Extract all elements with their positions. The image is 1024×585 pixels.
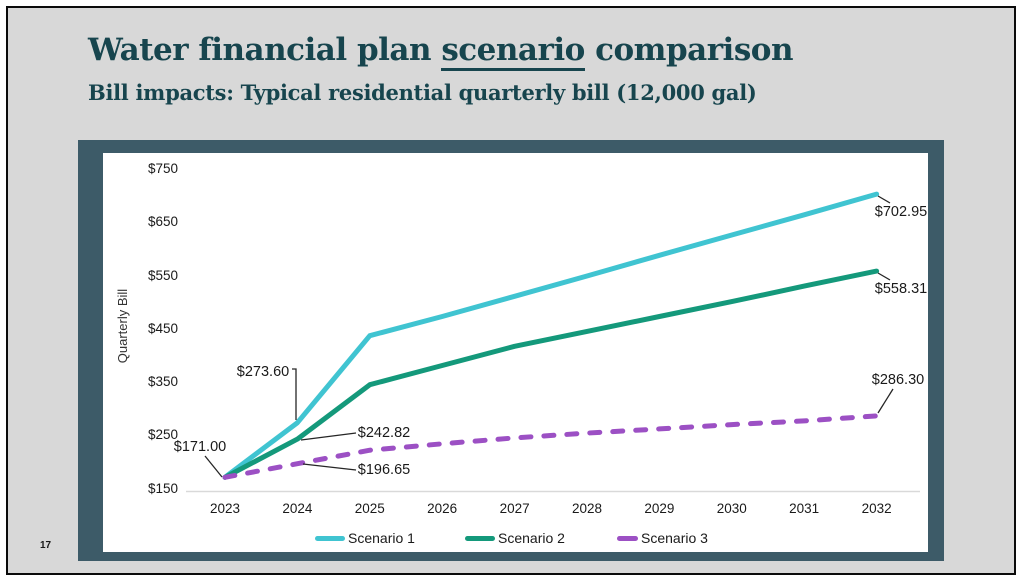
page-number: 17 <box>40 540 52 551</box>
page-title-suffix: comparison <box>584 32 793 68</box>
page-subtitle: Bill impacts: Typical residential quarte… <box>88 80 757 105</box>
page-title-underlined-word: scenario <box>441 32 585 71</box>
page-title: Water financial plan scenario comparison <box>88 26 988 74</box>
chart-plot-area <box>103 153 928 552</box>
y-axis-title: Quarterly Bill <box>115 288 130 364</box>
page-title-prefix: Water financial plan <box>88 32 442 68</box>
